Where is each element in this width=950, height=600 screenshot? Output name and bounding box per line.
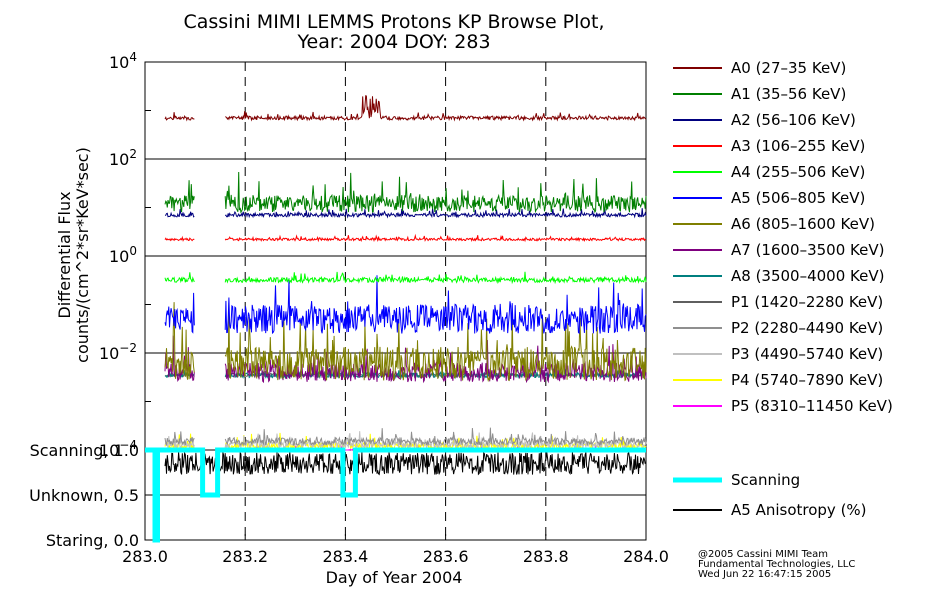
series-line-1	[164, 171, 647, 214]
legend-label: A5 (506–805 KeV)	[731, 189, 865, 207]
y-tick-label: 104	[109, 50, 137, 72]
y-tick-label: 10−4	[99, 438, 137, 460]
legend-label: A7 (1600–3500 KeV)	[731, 241, 884, 259]
legend-label: P3 (4490–5740 KeV)	[731, 345, 883, 363]
tick-labels: 104 102 100 10−2 10−4 283.0 283.2 283.4 283.6 283…	[29, 50, 669, 566]
legend-label: A5 Anisotropy (%)	[731, 501, 867, 519]
legend-label: A1 (35–56 KeV)	[731, 85, 846, 103]
lower-y-tick-label: Staring, 0.0	[46, 531, 139, 550]
scanning-line	[145, 447, 646, 543]
x-axis-label: Day of Year 2004	[326, 568, 463, 587]
chart-title: Cassini MIMI LEMMS Protons KP Browse Plo…	[183, 11, 604, 33]
anisotropy-line	[164, 451, 646, 476]
legend-label: P1 (1420–2280 KeV)	[731, 293, 883, 311]
x-tick-label: 283.2	[222, 547, 268, 566]
x-tick-label: 283.8	[523, 547, 569, 566]
legend-label: A6 (805–1600 KeV)	[731, 215, 875, 233]
legend-label: P4 (5740–7890 KeV)	[731, 371, 883, 389]
x-tick-label: 283.6	[423, 547, 469, 566]
legend-label: A0 (27–35 KeV)	[731, 59, 846, 77]
y-tick-label: 102	[109, 147, 137, 169]
legend: A0 (27–35 KeV) A1 (35–56 KeV) A2 (56–106 K…	[673, 59, 893, 519]
legend-label: A2 (56–106 KeV)	[731, 111, 856, 129]
legend-label: P2 (2280–4490 KeV)	[731, 319, 883, 337]
x-tick-label: 284.0	[623, 547, 669, 566]
legend-label: Scanning	[731, 471, 800, 489]
legend-label: A3 (106–255 KeV)	[731, 137, 865, 155]
x-tick-label: 283.0	[122, 547, 168, 566]
footer-line-3: Wed Jun 22 16:47:15 2005	[698, 569, 831, 580]
x-tick-label: 283.4	[322, 547, 368, 566]
lower-y-tick-label: Scanning, 1.0	[30, 441, 139, 460]
footer-line-1: @2005 Cassini MIMI Team	[698, 549, 828, 560]
lower-y-tick-label: Unknown, 0.5	[29, 486, 139, 505]
series-line-5	[164, 275, 647, 335]
y-tick-label: 10−2	[99, 341, 137, 363]
y-axis-label-units: counts/(cm^2*sr*KeV*sec)	[73, 147, 92, 363]
footer-line-2: Fundamental Technologies, LLC	[698, 559, 855, 570]
series-line-4	[164, 271, 647, 285]
series-line-10	[164, 427, 647, 447]
series-line-2	[164, 208, 647, 219]
series-line-6	[164, 302, 647, 383]
legend-label: A4 (255–506 KeV)	[731, 163, 865, 181]
series-line-0	[164, 95, 647, 122]
y-tick-label: 100	[109, 244, 137, 266]
series-line-11	[164, 431, 647, 450]
series-line-3	[164, 233, 647, 243]
legend-label: A8 (3500–4000 KeV)	[731, 267, 884, 285]
chart-subtitle: Year: 2004 DOY: 283	[296, 31, 490, 53]
legend-label: P5 (8310–11450 KeV)	[731, 397, 893, 415]
y-axis-label: Differential Flux	[55, 191, 74, 318]
plot-area	[144, 61, 647, 543]
